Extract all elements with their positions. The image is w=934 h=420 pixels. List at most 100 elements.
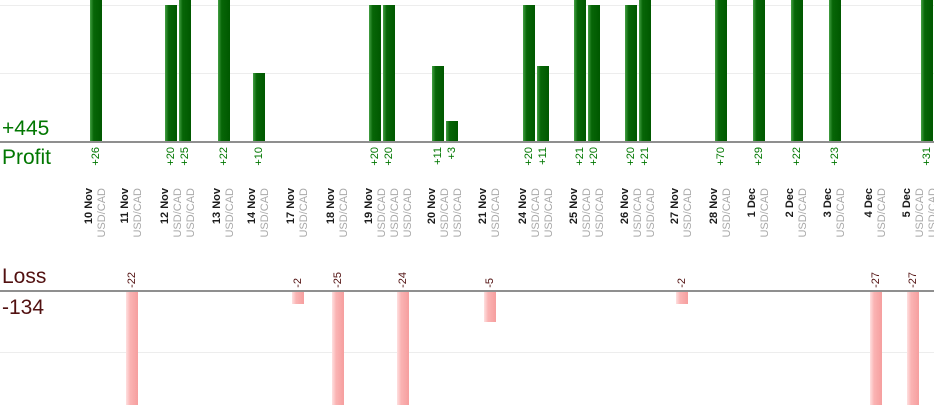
profit-value-label: +20 [624, 147, 637, 166]
symbol-label: USD/CAD [389, 188, 401, 238]
date-label: 14 Nov [246, 188, 258, 225]
loss-bar [676, 292, 688, 304]
profit-value-label: +10 [252, 147, 265, 166]
gridline [0, 73, 934, 74]
date-label: 2 Dec [784, 188, 796, 218]
symbol-label: USD/CAD [593, 188, 606, 238]
symbol-label: USD/CAD [759, 188, 771, 238]
loss-bar [397, 292, 409, 405]
profit-value-label: +25 [178, 147, 191, 166]
profit-bar [574, 0, 586, 141]
profit-bar [753, 0, 765, 141]
profit-value-label: +11 [536, 147, 549, 165]
date-tick-group: 4 Dec USD/CAD [863, 188, 889, 238]
loss-value-label: -22 [125, 272, 138, 288]
symbol-label: USD/CAD [490, 188, 502, 238]
profit-value-label: +70 [714, 147, 727, 166]
loss-bar [907, 292, 919, 405]
profit-value-label: +26 [89, 147, 102, 166]
symbol-label: USD/CAD [184, 188, 197, 238]
symbol-label: USD/CAD [721, 188, 733, 238]
symbol-label: USD/CAD [96, 188, 108, 238]
symbol-label: USD/CAD [298, 188, 310, 238]
profit-bar [218, 0, 230, 141]
profit-bar [165, 5, 177, 141]
profit-value-label: +22 [790, 147, 803, 166]
date-label: 12 Nov [158, 188, 171, 225]
date-label: 5 Dec [900, 188, 913, 218]
symbol-label: USD/CAD [926, 188, 934, 238]
profit-value-label: +23 [828, 147, 841, 166]
loss-axis-title: Loss [2, 265, 47, 288]
symbol-label: USD/CAD [402, 188, 414, 238]
date-tick-group: 11 Nov USD/CAD [119, 188, 145, 238]
profit-value-label: +20 [164, 147, 177, 166]
date-label: 24 Nov [516, 188, 529, 225]
loss-bar [870, 292, 882, 405]
date-tick-group: 17 Nov USD/CAD [285, 188, 311, 238]
date-tick-group: 10 Nov USD/CAD [83, 188, 109, 238]
profit-bar [639, 0, 651, 141]
profit-bar [179, 0, 191, 141]
profit-bar [829, 0, 841, 141]
profit-bar [921, 0, 933, 141]
date-tick-group: 28 Nov USD/CAD [708, 188, 734, 238]
date-tick-group: 21 Nov USD/CAD [477, 188, 503, 238]
profit-value-label: +31 [920, 147, 933, 166]
profit-value-label: +11 [431, 147, 444, 165]
loss-axis-line [0, 290, 934, 292]
loss-value-label: -5 [483, 278, 496, 288]
date-tick-group: 18 Nov USD/CAD [325, 188, 351, 238]
profit-value-label: +20 [368, 147, 381, 166]
symbol-label: USD/CAD [224, 188, 236, 238]
profit-value-label: +22 [217, 147, 230, 166]
profit-bar [90, 0, 102, 141]
date-tick-group: 1 Dec USD/CAD [746, 188, 772, 238]
date-tick-group: 27 Nov USD/CAD [669, 188, 695, 238]
symbol-label: USD/CAD [529, 188, 542, 238]
symbol-label: USD/CAD [644, 188, 657, 238]
symbol-label: USD/CAD [438, 188, 451, 238]
date-label: 11 Nov [119, 188, 131, 224]
symbol-label: USD/CAD [580, 188, 593, 238]
symbol-label: USD/CAD [171, 188, 184, 238]
symbol-label: USD/CAD [913, 188, 926, 238]
profit-bar [369, 5, 381, 141]
date-tick-group: 19 Nov USD/CAD USD/CAD USD/CAD [363, 188, 415, 238]
loss-value-label: -24 [396, 272, 409, 288]
profit-axis-line [0, 141, 934, 143]
date-label: 26 Nov [618, 188, 631, 225]
symbol-label: USD/CAD [338, 188, 350, 238]
date-label: 4 Dec [863, 188, 875, 218]
symbol-label: USD/CAD [876, 188, 888, 238]
date-tick-group: 5 Dec USD/CAD USD/CAD [901, 188, 934, 238]
loss-total: -134 [2, 296, 45, 319]
profit-bar [791, 0, 803, 141]
date-tick-group: 13 Nov USD/CAD [211, 188, 237, 238]
profit-bar [432, 66, 444, 141]
symbol-label: USD/CAD [376, 188, 388, 238]
date-tick-group: 2 Dec USD/CAD [784, 188, 810, 238]
date-label: 1 Dec [746, 188, 758, 218]
date-label: 18 Nov [325, 188, 337, 225]
symbol-label: USD/CAD [451, 188, 464, 238]
loss-value-label: -2 [291, 278, 304, 288]
gridline [0, 352, 934, 353]
loss-value-label: -27 [906, 272, 919, 288]
symbol-label: USD/CAD [682, 188, 694, 238]
loss-bar [484, 292, 496, 322]
profit-value-label: +29 [752, 147, 765, 166]
profit-bar [625, 5, 637, 141]
date-tick-group: 24 Nov USD/CAD USD/CAD [517, 188, 556, 238]
symbol-label: USD/CAD [631, 188, 644, 238]
date-label: 20 Nov [425, 188, 438, 225]
date-tick-group: 26 Nov USD/CAD USD/CAD [619, 188, 658, 238]
profit-value-label: +20 [382, 147, 395, 166]
profit-value-label: +20 [522, 147, 535, 166]
profit-value-label: +3 [445, 147, 458, 160]
loss-value-label: -25 [331, 272, 344, 288]
date-label: 10 Nov [83, 188, 95, 225]
loss-value-label: -2 [675, 278, 688, 288]
symbol-label: USD/CAD [132, 188, 144, 238]
